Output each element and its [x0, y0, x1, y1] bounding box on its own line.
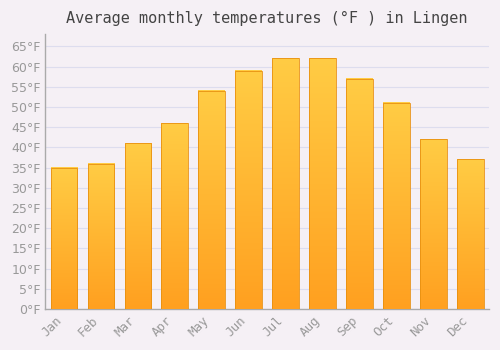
Bar — [50, 168, 78, 309]
Bar — [236, 71, 262, 309]
Bar — [88, 163, 114, 309]
Bar — [383, 103, 410, 309]
Bar — [162, 123, 188, 309]
Bar — [124, 143, 151, 309]
Bar — [272, 58, 299, 309]
Bar — [420, 139, 447, 309]
Title: Average monthly temperatures (°F ) in Lingen: Average monthly temperatures (°F ) in Li… — [66, 11, 468, 26]
Bar — [346, 79, 373, 309]
Bar — [198, 91, 225, 309]
Bar — [310, 58, 336, 309]
Bar — [457, 160, 483, 309]
